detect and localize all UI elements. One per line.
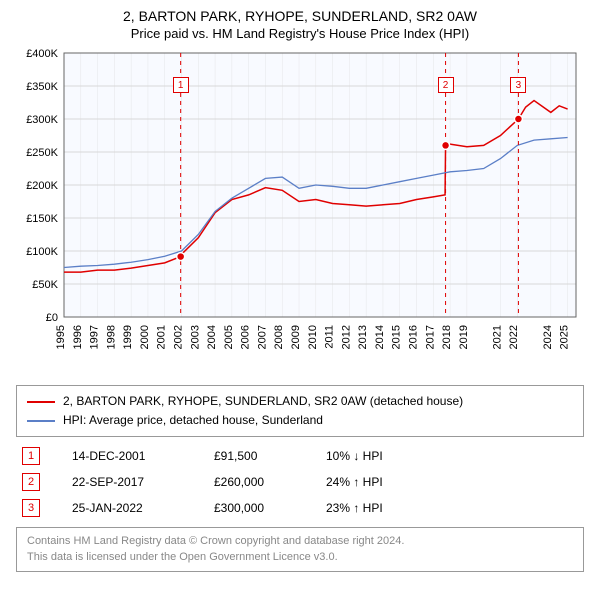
svg-text:2008: 2008: [273, 325, 285, 349]
transaction-row: 1 14-DEC-2001 £91,500 10% ↓ HPI: [16, 443, 584, 469]
legend: 2, BARTON PARK, RYHOPE, SUNDERLAND, SR2 …: [16, 385, 584, 437]
title-block: 2, BARTON PARK, RYHOPE, SUNDERLAND, SR2 …: [16, 8, 584, 41]
svg-text:2003: 2003: [189, 325, 201, 349]
svg-text:£0: £0: [46, 312, 58, 324]
legend-label: 2, BARTON PARK, RYHOPE, SUNDERLAND, SR2 …: [63, 392, 463, 411]
svg-text:2001: 2001: [156, 325, 168, 349]
chart-marker-badge-1: 1: [173, 77, 189, 93]
chart-marker-badge-2: 2: [438, 77, 454, 93]
transaction-price: £260,000: [214, 475, 294, 489]
svg-text:2009: 2009: [290, 325, 302, 349]
legend-item-0: 2, BARTON PARK, RYHOPE, SUNDERLAND, SR2 …: [27, 392, 573, 411]
svg-text:2025: 2025: [559, 325, 571, 349]
transaction-delta: 10% ↓ HPI: [326, 449, 416, 463]
svg-text:1999: 1999: [122, 325, 134, 349]
attribution-box: Contains HM Land Registry data © Crown c…: [16, 527, 584, 572]
svg-text:£50K: £50K: [32, 279, 58, 291]
svg-text:2024: 2024: [542, 325, 554, 349]
transaction-price: £300,000: [214, 501, 294, 515]
svg-text:£300K: £300K: [26, 114, 58, 126]
svg-text:2011: 2011: [324, 325, 336, 349]
svg-text:1997: 1997: [89, 325, 101, 349]
svg-text:1995: 1995: [55, 325, 67, 349]
svg-text:2002: 2002: [173, 325, 185, 349]
svg-text:2015: 2015: [391, 325, 403, 349]
transaction-row: 3 25-JAN-2022 £300,000 23% ↑ HPI: [16, 495, 584, 521]
svg-text:2018: 2018: [441, 325, 453, 349]
chart-container: 2, BARTON PARK, RYHOPE, SUNDERLAND, SR2 …: [0, 0, 600, 580]
svg-text:2013: 2013: [357, 325, 369, 349]
svg-text:2016: 2016: [408, 325, 420, 349]
svg-text:£150K: £150K: [26, 213, 58, 225]
svg-text:£250K: £250K: [26, 147, 58, 159]
svg-text:2019: 2019: [458, 325, 470, 349]
transaction-date: 25-JAN-2022: [72, 501, 182, 515]
svg-text:£400K: £400K: [26, 48, 58, 60]
svg-text:2017: 2017: [424, 325, 436, 349]
svg-text:£100K: £100K: [26, 246, 58, 258]
svg-text:2006: 2006: [240, 325, 252, 349]
svg-text:2004: 2004: [206, 325, 218, 349]
svg-text:2005: 2005: [223, 325, 235, 349]
transaction-delta: 24% ↑ HPI: [326, 475, 416, 489]
svg-text:2022: 2022: [508, 325, 520, 349]
legend-item-1: HPI: Average price, detached house, Sund…: [27, 411, 573, 430]
transaction-badge: 3: [22, 499, 40, 517]
svg-text:£200K: £200K: [26, 180, 58, 192]
transaction-badge: 2: [22, 473, 40, 491]
svg-text:£350K: £350K: [26, 81, 58, 93]
chart-area: £0 £50K £100K £150K £200K £250K £300K £350K £400…: [16, 47, 584, 377]
transaction-row: 2 22-SEP-2017 £260,000 24% ↑ HPI: [16, 469, 584, 495]
transaction-price: £91,500: [214, 449, 294, 463]
svg-text:1996: 1996: [72, 325, 84, 349]
line-chart-svg: £0 £50K £100K £150K £200K £250K £300K £350K £400…: [16, 47, 584, 377]
svg-text:2014: 2014: [374, 325, 386, 349]
attribution-line-1: Contains HM Land Registry data © Crown c…: [27, 534, 573, 549]
transaction-date: 22-SEP-2017: [72, 475, 182, 489]
transaction-delta: 23% ↑ HPI: [326, 501, 416, 515]
svg-text:2007: 2007: [256, 325, 268, 349]
svg-text:2021: 2021: [491, 325, 503, 349]
legend-label: HPI: Average price, detached house, Sund…: [63, 411, 323, 430]
transactions-table: 1 14-DEC-2001 £91,500 10% ↓ HPI 2 22-SEP-2017…: [16, 443, 584, 521]
legend-swatch: [27, 420, 55, 422]
chart-title: 2, BARTON PARK, RYHOPE, SUNDERLAND, SR2 …: [16, 8, 584, 24]
svg-text:2000: 2000: [139, 325, 151, 349]
transaction-date: 14-DEC-2001: [72, 449, 182, 463]
transaction-badge: 1: [22, 447, 40, 465]
legend-swatch: [27, 401, 55, 403]
svg-text:1998: 1998: [105, 325, 117, 349]
attribution-line-2: This data is licensed under the Open Gov…: [27, 550, 573, 565]
chart-subtitle: Price paid vs. HM Land Registry's House …: [16, 26, 584, 41]
svg-text:2010: 2010: [307, 325, 319, 349]
svg-text:2012: 2012: [340, 325, 352, 349]
chart-marker-badge-3: 3: [510, 77, 526, 93]
